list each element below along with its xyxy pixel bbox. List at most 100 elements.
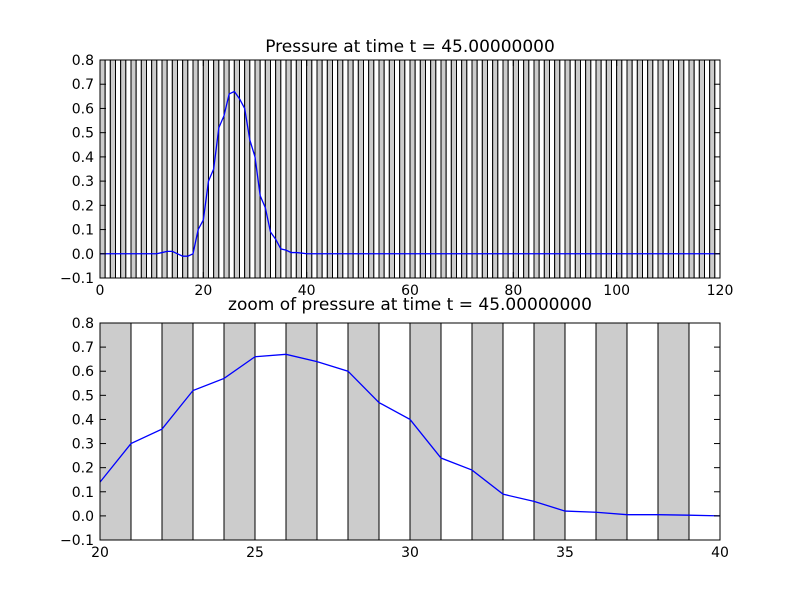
top-background-cell xyxy=(688,59,695,279)
top-background-cell xyxy=(445,59,452,279)
top-background-cell xyxy=(332,59,339,279)
top-background-cell xyxy=(419,59,427,279)
top-background-cell xyxy=(218,59,225,279)
top-background-cell xyxy=(626,59,633,279)
top-background-cell xyxy=(533,59,540,279)
top-background-cell xyxy=(425,59,432,279)
top-y-tick-label: 0.3 xyxy=(72,174,94,190)
zoom-background-cell xyxy=(192,322,225,541)
top-y-tick-label: 0.7 xyxy=(72,77,94,93)
top-background-cell xyxy=(611,59,618,279)
top-background-cell xyxy=(182,59,189,279)
top-background-cell xyxy=(667,59,674,279)
top-background-cell xyxy=(662,59,669,279)
top-background-cell xyxy=(569,59,576,279)
top-chart-panel: 0 20 40 60 80 100 120 −0.1 0.0 0.1 0.2 0.3 0.4 0.5 0.6… xyxy=(60,37,733,299)
top-background-cell xyxy=(202,59,209,279)
top-background-cell xyxy=(197,59,204,279)
top-background-cell xyxy=(239,59,246,279)
zoom-pressure-line xyxy=(99,353,721,517)
top-x-tick-label: 120 xyxy=(707,283,734,299)
zoom-x-tick-label: 35 xyxy=(556,545,574,561)
top-x-tick-label: 0 xyxy=(96,283,105,299)
top-background-cell xyxy=(440,59,447,279)
top-background-cell xyxy=(104,59,111,279)
top-background-cell xyxy=(280,59,287,279)
zoom-background-cell xyxy=(688,322,721,541)
top-background-cell xyxy=(285,59,292,279)
top-y-tick-label: 0.8 xyxy=(72,53,94,69)
top-y-tick-label: 0.1 xyxy=(72,223,94,239)
top-background-cell xyxy=(306,59,313,279)
top-background-cell xyxy=(223,59,230,279)
top-background-cell xyxy=(161,59,168,279)
top-background-cell xyxy=(564,59,571,279)
top-background-cell xyxy=(647,59,654,279)
top-background-cell xyxy=(585,59,592,279)
top-background-cell xyxy=(492,59,499,279)
top-x-tick-label: 100 xyxy=(603,283,630,299)
top-background-cell xyxy=(130,59,137,279)
zoom-background-cell xyxy=(285,322,318,541)
top-background-cell xyxy=(574,59,581,279)
top-x-tick-label: 20 xyxy=(194,283,212,299)
top-background-cell xyxy=(388,59,396,279)
zoom-background-cell xyxy=(347,322,380,541)
zoom-y-tick-label: 0.1 xyxy=(72,485,94,501)
zoom-x-tick-label: 25 xyxy=(246,545,264,561)
top-background-cell xyxy=(156,59,163,279)
top-background-cell xyxy=(404,59,411,279)
zoom-chart-title: zoom of pressure at time t = 45.00000000 xyxy=(228,295,592,315)
top-background-cell xyxy=(99,59,106,279)
top-background-cell xyxy=(698,59,705,279)
top-background-cell xyxy=(543,59,550,279)
zoom-background-cell xyxy=(409,322,442,541)
top-background-cell xyxy=(523,59,530,279)
top-background-cell xyxy=(518,59,525,279)
zoom-background-cell xyxy=(99,322,132,541)
zoom-y-tick-label: 0.3 xyxy=(72,437,94,453)
top-background-cell xyxy=(244,59,251,279)
zoom-y-tick-label: 0.8 xyxy=(72,316,94,332)
top-background-cell xyxy=(146,59,153,279)
top-background-cell xyxy=(466,59,473,279)
top-background-cell xyxy=(678,59,685,279)
top-background-cell xyxy=(151,59,158,279)
zoom-background-cell xyxy=(471,322,504,541)
zoom-background-cell xyxy=(626,322,659,541)
zoom-y-tick-label: 0.4 xyxy=(72,412,94,428)
zoom-x-tick-label: 30 xyxy=(401,545,419,561)
top-background-cell xyxy=(342,59,349,279)
top-background-cell xyxy=(605,59,612,279)
zoom-background-cell xyxy=(533,322,566,541)
zoom-background-cell xyxy=(502,322,535,541)
top-background-cells xyxy=(99,59,721,279)
top-background-cell xyxy=(140,59,147,279)
zoom-y-tick-label: 0.2 xyxy=(72,461,94,477)
top-background-cell xyxy=(115,59,122,279)
zoom-background-cell xyxy=(657,322,690,541)
zoom-background-cell xyxy=(440,322,473,541)
top-background-cell xyxy=(337,59,344,279)
top-background-cell xyxy=(549,59,556,279)
top-background-cell xyxy=(616,59,623,279)
top-background-cell xyxy=(264,59,272,279)
top-background-cell xyxy=(673,59,680,279)
zoom-y-tick-label: 0.6 xyxy=(72,364,94,380)
top-background-cell xyxy=(321,59,328,279)
zoom-y-tick-label: 0.7 xyxy=(72,340,94,356)
top-background-cell xyxy=(270,59,277,279)
top-y-tick-label: −0.1 xyxy=(60,271,94,287)
top-x-tick-label: 60 xyxy=(401,283,419,299)
top-background-cell xyxy=(450,59,458,279)
top-background-cell xyxy=(394,59,401,279)
top-y-tick-label: 0.5 xyxy=(72,126,94,142)
top-background-cell xyxy=(512,59,519,279)
top-background-cell xyxy=(368,59,375,279)
top-background-cell xyxy=(192,59,199,279)
top-background-cell xyxy=(295,59,303,279)
top-background-cell xyxy=(357,59,365,279)
top-background-cell xyxy=(590,59,597,279)
top-background-cell xyxy=(409,59,416,279)
